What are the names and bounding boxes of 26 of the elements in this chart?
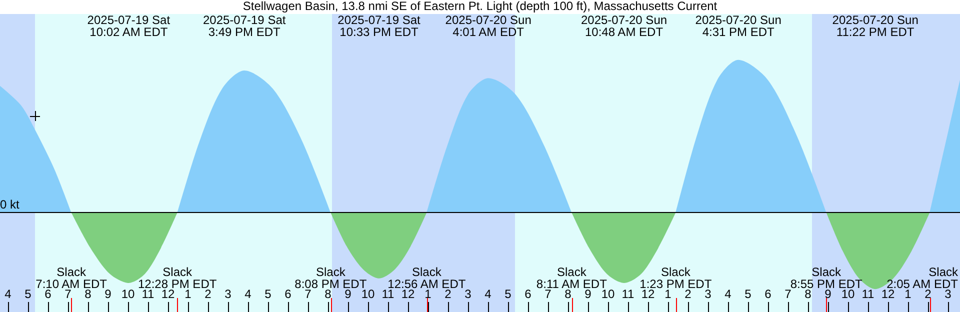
- x-tick-label: 6: [764, 287, 772, 301]
- x-tick-label: 6: [284, 287, 292, 301]
- x-tick-label: 5: [744, 287, 752, 301]
- x-tick-label: 6: [524, 287, 532, 301]
- text: 2025-07-20 Sun 11:22 PM EDT: [832, 13, 918, 39]
- ref-line-label: 0 kt: [0, 198, 20, 212]
- text: 2025-07-20 Sun 4:31 PM EDT: [695, 13, 782, 39]
- x-tick-label: 11: [862, 287, 875, 301]
- x-tick-label: 10: [121, 287, 135, 301]
- text: 2025-07-19 Sat 10:33 PM EDT: [338, 13, 422, 39]
- x-tick-label: 3: [224, 287, 232, 301]
- x-tick-label: 3: [464, 287, 472, 301]
- x-tick-label: 4: [724, 287, 732, 301]
- text: 2025-07-19 Sat 3:49 PM EDT: [202, 13, 286, 39]
- x-tick-label: 5: [24, 287, 32, 301]
- text: 2025-07-20 Sun 10:48 AM EDT: [580, 13, 668, 39]
- x-tick-label: 4: [244, 287, 252, 301]
- text: 2025-07-19 Sat 10:02 AM EDT: [87, 13, 171, 39]
- x-tick-label: 7: [784, 287, 792, 301]
- x-tick-label: 5: [504, 287, 512, 301]
- x-tick-label: 4: [484, 287, 492, 301]
- x-tick-label: 5: [264, 287, 272, 301]
- text: 2025-07-20 Sun 4:01 AM EDT: [445, 13, 532, 39]
- x-tick-label: 11: [622, 287, 635, 301]
- x-tick-label: 4: [4, 287, 12, 301]
- chart-title: Stellwagen Basin, 13.8 nmi SE of Eastern Pt. Light (depth 100 ft), Massachusetts Current: [242, 0, 718, 13]
